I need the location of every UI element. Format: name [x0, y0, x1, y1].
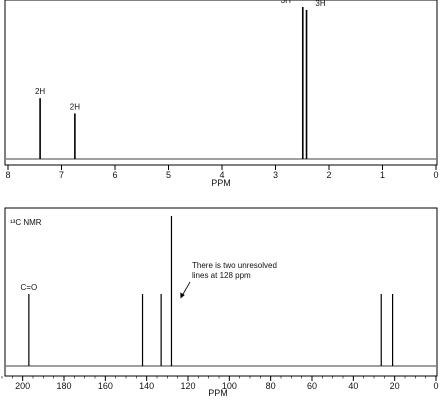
hnmr-peak-label: 3H	[315, 0, 325, 8]
hnmr-peak-label: 3H	[281, 0, 291, 5]
cnmr-annotation-arrowhead	[180, 292, 185, 299]
hnmr-frame	[4, 0, 438, 166]
hnmr-x-tick-label: 1	[380, 170, 385, 180]
hnmr-panel: 2H 2H 3H 3H 8 7 6 5 4 3 2 1 0 PPM	[4, 0, 439, 188]
hnmr-x-tick-label: 3	[273, 170, 278, 180]
cnmr-x-tick-label: 40	[348, 381, 358, 391]
hnmr-x-tick-label: 2	[326, 170, 331, 180]
cnmr-x-tick-label: 0	[433, 381, 438, 391]
cnmr-panel-title: ¹³C NMR	[10, 218, 42, 227]
cnmr-x-tick-label: 120	[180, 381, 195, 391]
cnmr-x-axis-title: PPM	[208, 388, 228, 398]
cnmr-annotation-line-1: There is two unresolved	[192, 261, 277, 270]
hnmr-x-tick-label: 0	[433, 170, 438, 180]
cnmr-x-tick-label: 20	[390, 381, 400, 391]
cnmr-x-tick-label: 80	[266, 381, 276, 391]
cnmr-x-tick-label: 200	[15, 381, 30, 391]
hnmr-peak-label: 2H	[35, 87, 45, 96]
cnmr-x-tick-label: 140	[139, 381, 154, 391]
cnmr-x-tick-label: 60	[307, 381, 317, 391]
hnmr-x-tick-label: 7	[59, 170, 64, 180]
cnmr-frame	[4, 207, 438, 377]
cnmr-panel: ¹³C NMR C=O 200 180 160 140 120 100 80 60 40 20 0 …	[1, 207, 439, 398]
cnmr-peak-label: C=O	[21, 283, 38, 292]
hnmr-x-tick-label: 6	[112, 170, 117, 180]
hnmr-x-tick-label: 4	[219, 170, 224, 180]
cnmr-x-tick-label: 180	[56, 381, 71, 391]
hnmr-peak-label: 2H	[70, 102, 80, 111]
hnmr-x-axis-title: PPM	[211, 178, 231, 188]
cnmr-x-tick-label: 160	[98, 381, 113, 391]
hnmr-x-tick-label: 5	[166, 170, 171, 180]
cnmr-annotation-line-2: lines at 128 ppm	[192, 271, 251, 280]
cnmr-x-tick-label: 100	[222, 381, 237, 391]
cnmr-annotation-arrow	[181, 281, 191, 297]
hnmr-x-tick-label: 8	[5, 170, 10, 180]
